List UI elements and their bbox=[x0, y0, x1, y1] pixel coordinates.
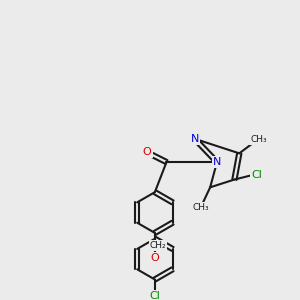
Text: CH₃: CH₃ bbox=[250, 135, 267, 144]
Text: N: N bbox=[213, 157, 221, 167]
Text: N: N bbox=[190, 134, 199, 144]
Text: O: O bbox=[143, 147, 152, 158]
Text: CH₂: CH₂ bbox=[149, 241, 166, 250]
Text: Cl: Cl bbox=[251, 170, 262, 180]
Text: O: O bbox=[151, 253, 159, 263]
Text: CH₃: CH₃ bbox=[192, 203, 209, 212]
Text: Cl: Cl bbox=[149, 291, 160, 300]
